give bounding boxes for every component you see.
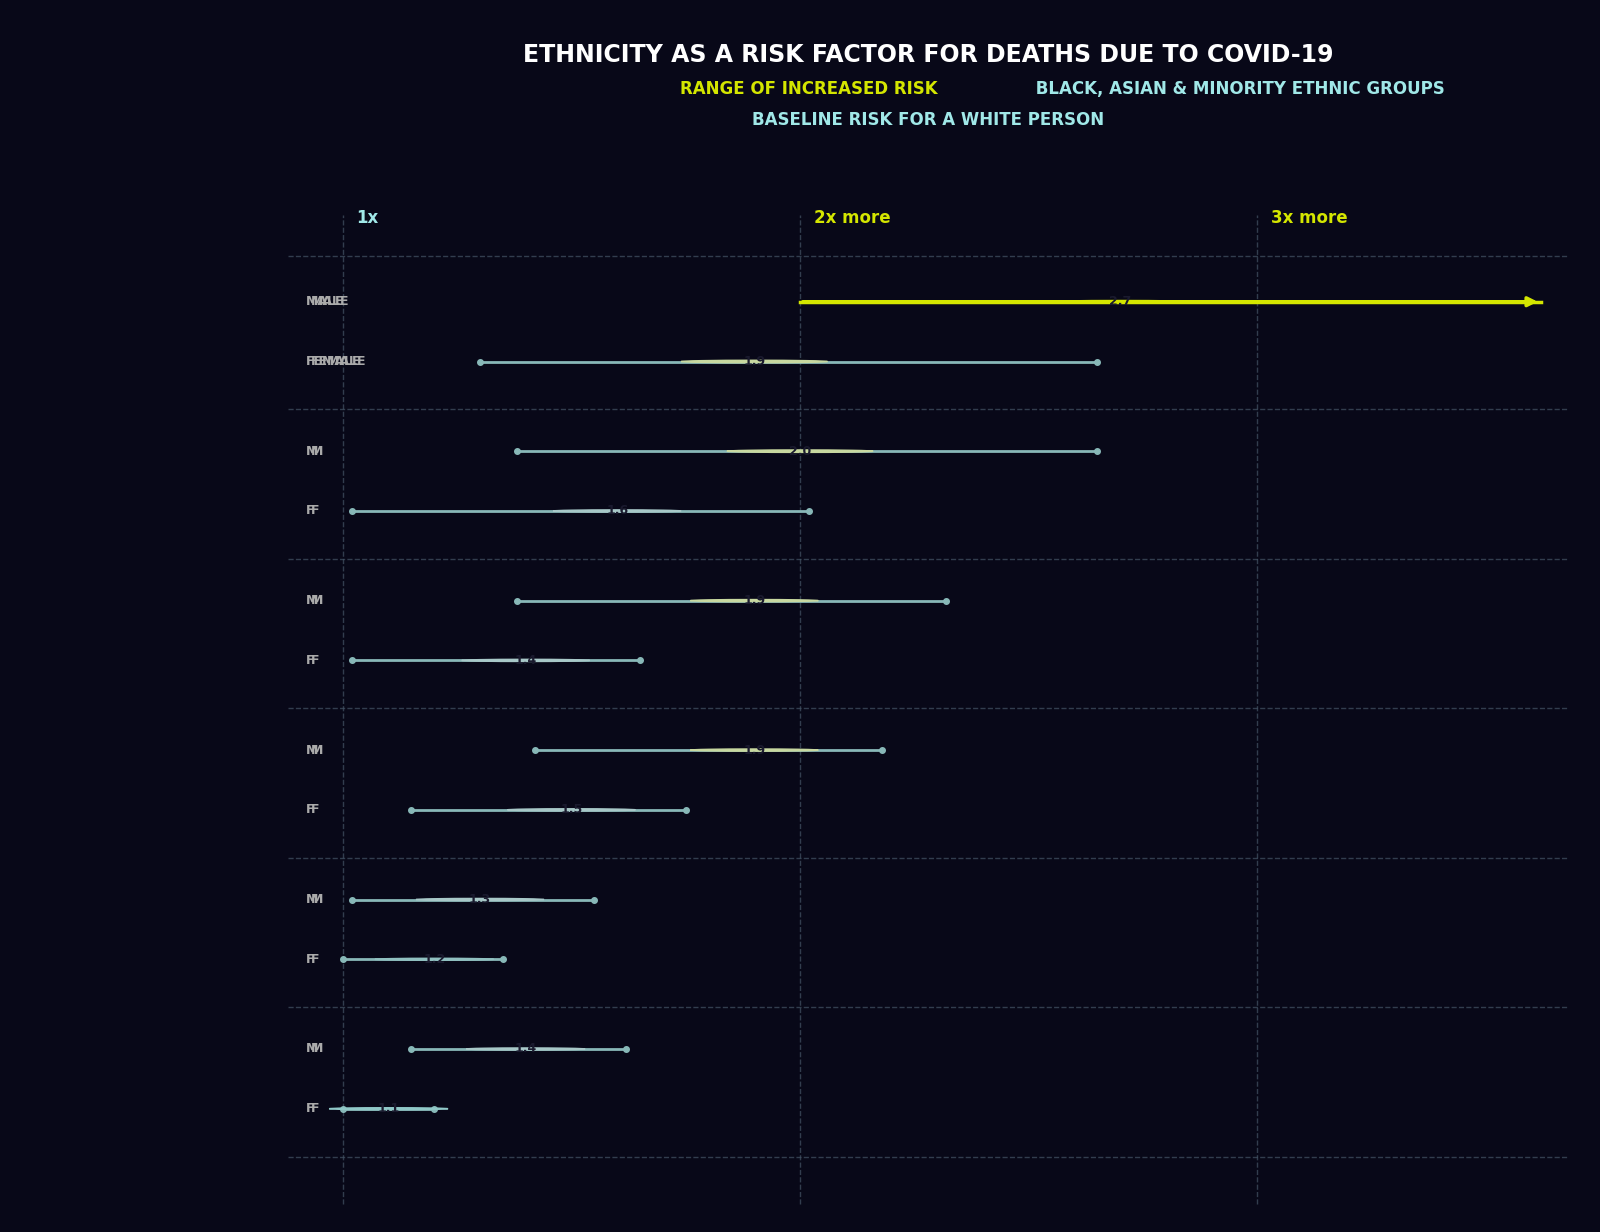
Text: FEMALE: FEMALE: [306, 355, 362, 368]
Text: 2x more: 2x more: [814, 209, 890, 227]
Text: 1.9: 1.9: [744, 744, 765, 756]
Text: MALE: MALE: [310, 296, 349, 308]
Ellipse shape: [507, 808, 635, 811]
Text: M: M: [306, 1042, 318, 1056]
Ellipse shape: [690, 749, 818, 752]
Text: RANGE OF INCREASED RISK: RANGE OF INCREASED RISK: [680, 80, 938, 99]
Text: F: F: [306, 504, 315, 517]
Text: 1.5: 1.5: [560, 803, 582, 817]
Text: 3x more: 3x more: [1270, 209, 1347, 227]
Text: F: F: [310, 1103, 320, 1115]
Text: 2.0: 2.0: [789, 445, 811, 457]
Text: 1.9: 1.9: [744, 355, 765, 368]
Text: F: F: [310, 504, 320, 517]
Ellipse shape: [690, 600, 818, 601]
Text: ETHNICITY AS A RISK FACTOR FOR DEATHS DUE TO COVID-19: ETHNICITY AS A RISK FACTOR FOR DEATHS DU…: [523, 43, 1333, 67]
Text: M: M: [310, 594, 323, 607]
Text: 1.4: 1.4: [515, 1042, 538, 1056]
Text: F: F: [310, 952, 320, 966]
Text: 1.4: 1.4: [515, 654, 538, 667]
Text: 1.3: 1.3: [469, 893, 491, 906]
Text: F: F: [310, 803, 320, 817]
Text: M: M: [306, 744, 318, 756]
Text: 1.1: 1.1: [378, 1103, 400, 1115]
Text: F: F: [306, 803, 315, 817]
Ellipse shape: [682, 360, 827, 362]
Ellipse shape: [330, 1108, 448, 1110]
Text: F: F: [306, 952, 315, 966]
Text: F: F: [306, 654, 315, 667]
Text: M: M: [310, 1042, 323, 1056]
Ellipse shape: [462, 659, 590, 662]
Text: M: M: [310, 445, 323, 457]
Text: MALE: MALE: [306, 296, 344, 308]
Ellipse shape: [374, 958, 494, 960]
Text: M: M: [306, 893, 318, 906]
Text: M: M: [310, 893, 323, 906]
Text: 1.9: 1.9: [744, 594, 765, 607]
Ellipse shape: [554, 510, 682, 513]
Text: 2.7: 2.7: [1109, 296, 1131, 308]
Text: 1.2: 1.2: [422, 952, 445, 966]
Ellipse shape: [1046, 301, 1194, 303]
Ellipse shape: [466, 1048, 586, 1050]
Text: 1x: 1x: [357, 209, 379, 227]
Ellipse shape: [726, 450, 874, 452]
Text: BLACK, ASIAN & MINORITY ETHNIC GROUPS: BLACK, ASIAN & MINORITY ETHNIC GROUPS: [1030, 80, 1445, 99]
Text: BASELINE RISK FOR A WHITE PERSON: BASELINE RISK FOR A WHITE PERSON: [752, 111, 1104, 129]
Ellipse shape: [416, 898, 544, 901]
Text: F: F: [310, 654, 320, 667]
Text: FEMALE: FEMALE: [310, 355, 366, 368]
Text: M: M: [306, 594, 318, 607]
Text: 1.6: 1.6: [606, 504, 629, 517]
Text: F: F: [306, 1103, 315, 1115]
Text: M: M: [310, 744, 323, 756]
Text: M: M: [306, 445, 318, 457]
